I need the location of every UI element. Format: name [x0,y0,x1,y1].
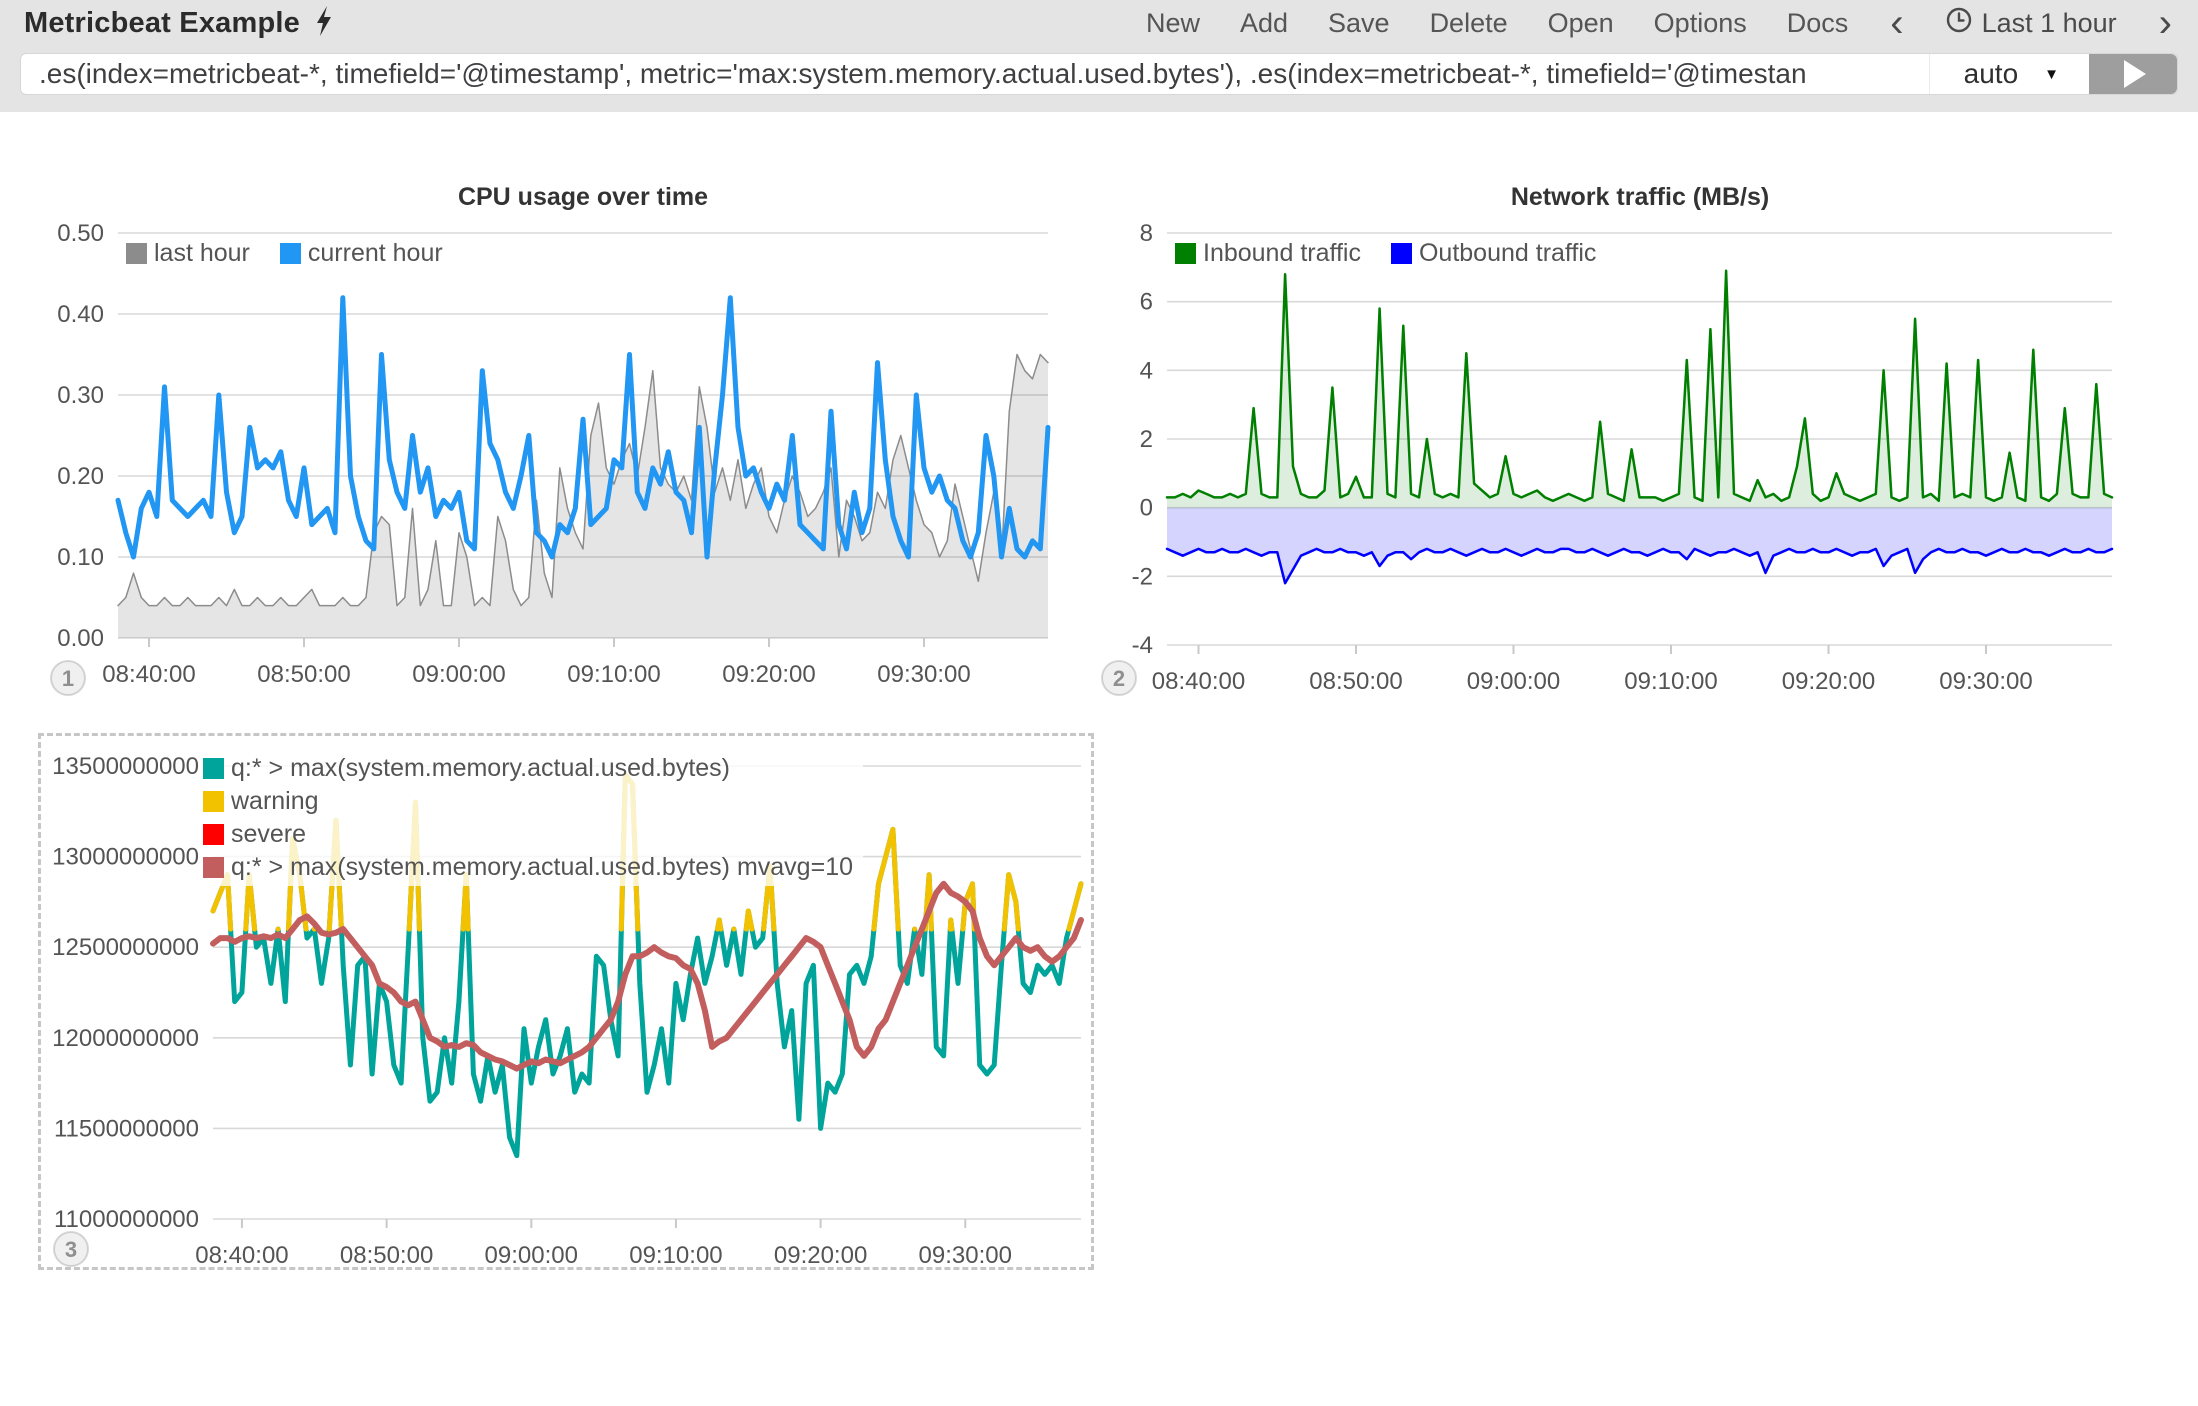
legend-swatch [203,758,224,779]
menu-save[interactable]: Save [1328,7,1390,38]
svg-text:08:50:00: 08:50:00 [257,661,350,688]
legend-swatch [126,243,147,264]
svg-text:09:00:00: 09:00:00 [412,661,505,688]
svg-text:09:10:00: 09:10:00 [567,661,660,688]
time-back-chevron[interactable]: ‹ [1890,1,1904,45]
svg-text:08:40:00: 08:40:00 [195,1242,288,1267]
svg-text:3: 3 [65,1237,77,1262]
legend-label: Outbound traffic [1418,239,1597,267]
legend-label: Inbound traffic [1203,239,1361,267]
timelion-expression-input[interactable] [21,54,1929,94]
svg-text:-4: -4 [1132,632,1153,659]
time-forward-chevron[interactable]: › [2158,1,2172,45]
cpu-usage-chart[interactable]: 0.50 0.40 0.30 0.20 0.10 0.00 08:40:00 08:50:00… [30,165,1060,710]
top-header: Metricbeat Example New Add Save Delete O… [0,0,2198,112]
svg-text:08:40:00: 08:40:00 [102,661,195,688]
legend-item: q:* > max(system.memory.actual.used.byte… [203,754,853,783]
lightning-bolt-icon [314,5,334,41]
svg-text:6: 6 [1140,289,1153,316]
svg-text:0.40: 0.40 [57,301,104,328]
svg-text:0.00: 0.00 [57,625,104,652]
interval-value: auto [1963,58,2019,89]
legend-label: warning [231,787,319,815]
legend-label: q:* > max(system.memory.actual.used.byte… [231,754,731,782]
svg-text:08:50:00: 08:50:00 [340,1242,433,1267]
svg-text:2: 2 [1113,666,1125,691]
menu-options[interactable]: Options [1653,7,1747,38]
legend-label: severe [231,820,307,848]
cpu-usage-legend: last hour current hour [122,235,453,272]
play-icon [2124,60,2146,88]
svg-text:09:20:00: 09:20:00 [1782,668,1875,695]
svg-text:CPU usage over time: CPU usage over time [458,183,708,211]
legend-swatch [203,824,224,845]
svg-text:09:20:00: 09:20:00 [722,661,815,688]
svg-text:09:30:00: 09:30:00 [919,1242,1012,1267]
memory-usage-panel-selected[interactable]: 13500000000 13000000000 12500000000 1200000… [38,733,1094,1270]
caret-down-icon: ▼ [2044,65,2059,83]
svg-text:Network traffic (MB/s): Network traffic (MB/s) [1511,183,1769,211]
network-traffic-chart[interactable]: 8 6 4 2 0 -2 -4 08:40:00 08:50:00 09:00:00 09:10:0… [1095,165,2198,710]
svg-text:08:40:00: 08:40:00 [1152,668,1245,695]
run-query-button[interactable] [2089,54,2177,94]
menu-open[interactable]: Open [1547,7,1614,38]
legend-item: severe [203,820,853,849]
menu-add[interactable]: Add [1239,7,1289,38]
svg-text:8: 8 [1140,220,1153,247]
cpu-usage-panel[interactable]: 0.50 0.40 0.30 0.20 0.10 0.00 08:40:00 08:50:00… [30,165,1060,725]
legend-label: q:* > max(system.memory.actual.used.byte… [231,853,853,881]
legend-label: current hour [307,239,443,267]
legend-swatch [203,791,224,812]
svg-text:0.20: 0.20 [57,463,104,490]
svg-text:09:10:00: 09:10:00 [1624,668,1717,695]
svg-text:11000000000: 11000000000 [54,1206,199,1233]
svg-text:09:00:00: 09:00:00 [485,1242,578,1267]
legend-item: Inbound traffic [1175,239,1361,268]
svg-text:-2: -2 [1132,563,1153,590]
svg-text:4: 4 [1140,357,1153,384]
svg-text:08:50:00: 08:50:00 [1309,668,1402,695]
memory-usage-legend: q:* > max(system.memory.actual.used.byte… [199,750,863,886]
network-traffic-panel[interactable]: 8 6 4 2 0 -2 -4 08:40:00 08:50:00 09:00:00 09:10:0… [1095,165,2198,725]
legend-item: q:* > max(system.memory.actual.used.byte… [203,853,853,882]
legend-swatch [1390,243,1412,264]
time-range-label: Last 1 hour [1981,7,2117,38]
memory-usage-chart[interactable]: 13500000000 13000000000 12500000000 1200000… [41,736,1091,1269]
interval-select[interactable]: auto ▼ [1928,54,2089,94]
app-title: Metricbeat Example [24,6,300,39]
svg-text:13500000000: 13500000000 [52,753,199,780]
svg-text:09:20:00: 09:20:00 [774,1242,867,1267]
svg-text:12500000000: 12500000000 [52,934,199,961]
svg-text:13000000000: 13000000000 [52,844,199,871]
svg-text:12000000000: 12000000000 [52,1025,199,1052]
svg-text:09:30:00: 09:30:00 [1939,668,2032,695]
svg-text:09:30:00: 09:30:00 [877,661,970,688]
timelion-query-bar: auto ▼ [20,53,2178,95]
svg-text:0.10: 0.10 [57,544,104,571]
legend-item: Outbound traffic [1390,239,1597,268]
legend-item: current hour [279,239,443,268]
svg-text:09:10:00: 09:10:00 [629,1242,722,1267]
clock-icon [1946,7,1972,40]
legend-item: warning [203,787,853,816]
menu-docs[interactable]: Docs [1786,7,1849,38]
menu-new[interactable]: New [1145,7,1200,38]
network-traffic-legend: Inbound traffic Outbound traffic [1171,235,1607,272]
svg-text:2: 2 [1140,426,1153,453]
svg-text:0: 0 [1140,495,1153,522]
svg-text:0.30: 0.30 [57,382,104,409]
legend-label: last hour [154,239,250,267]
svg-text:0.50: 0.50 [57,220,104,247]
menu-delete[interactable]: Delete [1429,7,1508,38]
svg-text:09:00:00: 09:00:00 [1467,668,1560,695]
navbar: Metricbeat Example New Add Save Delete O… [0,0,2198,46]
svg-text:1: 1 [62,666,74,691]
svg-text:11500000000: 11500000000 [54,1115,199,1142]
timepicker[interactable]: Last 1 hour [1946,7,2117,40]
legend-item: last hour [126,239,250,268]
legend-swatch [1175,243,1196,264]
legend-swatch [279,243,301,264]
legend-swatch [203,857,224,878]
